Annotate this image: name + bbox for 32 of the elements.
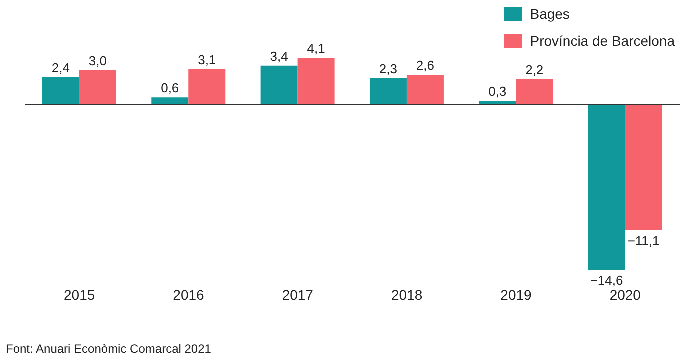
data-label: 3,0 [88, 53, 108, 68]
bar [42, 77, 80, 104]
bar [79, 70, 116, 104]
data-label: −14,6 [590, 273, 624, 288]
legend-label: Província de Barcelona [530, 33, 675, 49]
data-label: −11,1 [628, 233, 660, 248]
text: Font: Anuari Econòmic Comarcal 2021 [6, 342, 212, 356]
data-label: 2,6 [416, 58, 435, 74]
bar [152, 98, 189, 104]
data-label: 2,2 [526, 62, 544, 78]
data-label: 3,4 [270, 48, 288, 64]
data-label: 3,1 [198, 52, 216, 68]
bar [625, 104, 662, 230]
data-label: 2,4 [52, 60, 70, 76]
x-tick-label: 2020 [610, 286, 642, 303]
data-label: 0,6 [161, 80, 180, 96]
bar [588, 104, 626, 270]
x-tick-label: 2016 [173, 286, 205, 303]
bar [298, 58, 335, 104]
bar [406, 75, 444, 104]
bar [260, 66, 298, 104]
x-tick-label: 2017 [282, 286, 314, 303]
x-tick-label: 2019 [500, 286, 532, 303]
data-label: 4,1 [307, 41, 326, 56]
bar [188, 69, 226, 104]
bar [516, 80, 554, 104]
data-label: 2,3 [379, 61, 398, 76]
data-label: 0,3 [488, 84, 507, 100]
legend-label: Bages [530, 6, 570, 22]
x-tick-label: 2015 [64, 286, 96, 303]
bar [370, 78, 407, 104]
x-tick-label: 2018 [392, 286, 423, 303]
